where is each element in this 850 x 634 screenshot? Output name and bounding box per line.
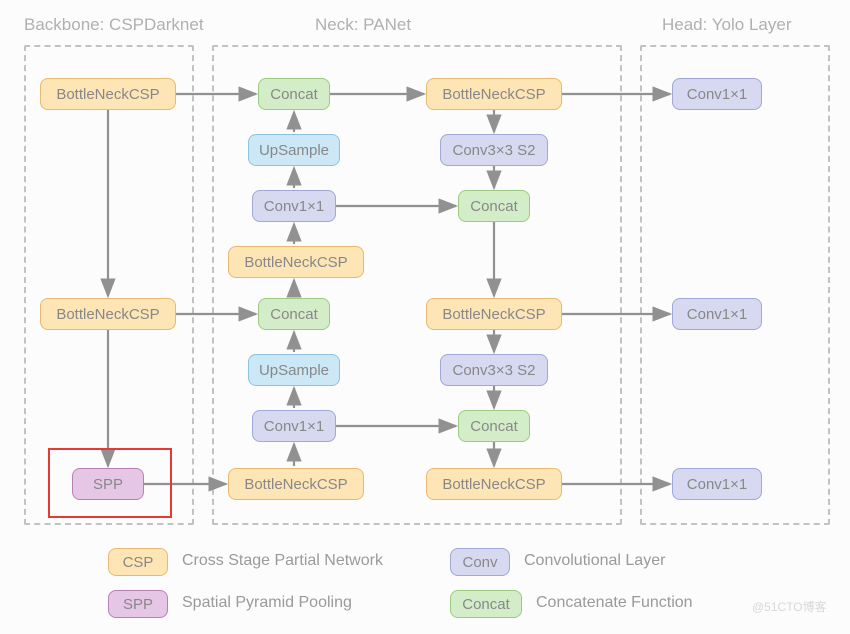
legend-spp-box: SPP bbox=[108, 590, 168, 618]
neck-right-bottleneckcsp-3: BottleNeckCSP bbox=[426, 468, 562, 500]
legend-spp-text: Spatial Pyramid Pooling bbox=[182, 594, 352, 612]
neck-upsample-bot: UpSample bbox=[248, 354, 340, 386]
neck-bottleneckcsp-mid: BottleNeckCSP bbox=[228, 246, 364, 278]
neck-concat-top: Concat bbox=[258, 78, 330, 110]
neck-upsample-top: UpSample bbox=[248, 134, 340, 166]
head-label: Head: Yolo Layer bbox=[662, 15, 792, 35]
neck-right-bottleneckcsp-1: BottleNeckCSP bbox=[426, 78, 562, 110]
head-conv1x1-1: Conv1×1 bbox=[672, 78, 762, 110]
neck-bottleneckcsp-bot: BottleNeckCSP bbox=[228, 468, 364, 500]
neck-right-concat-2: Concat bbox=[458, 410, 530, 442]
diagram-root: Backbone: CSPDarknet Neck: PANet Head: Y… bbox=[0, 0, 850, 634]
watermark: @51CTO博客 bbox=[752, 598, 827, 615]
head-conv1x1-2: Conv1×1 bbox=[672, 298, 762, 330]
head-panel bbox=[640, 45, 830, 525]
legend-concat-box: Concat bbox=[450, 590, 522, 618]
neck-panel bbox=[212, 45, 622, 525]
spp-highlight bbox=[48, 448, 172, 518]
head-conv1x1-3: Conv1×1 bbox=[672, 468, 762, 500]
neck-conv1x1-top: Conv1×1 bbox=[252, 190, 336, 222]
legend-csp-text: Cross Stage Partial Network bbox=[182, 552, 383, 570]
neck-concat-mid: Concat bbox=[258, 298, 330, 330]
backbone-bottleneckcsp-1: BottleNeckCSP bbox=[40, 78, 176, 110]
neck-right-conv3x3-2: Conv3×3 S2 bbox=[440, 354, 548, 386]
legend-concat-text: Concatenate Function bbox=[536, 594, 693, 612]
neck-label: Neck: PANet bbox=[315, 15, 411, 35]
backbone-bottleneckcsp-2: BottleNeckCSP bbox=[40, 298, 176, 330]
neck-right-concat-1: Concat bbox=[458, 190, 530, 222]
legend-csp-box: CSP bbox=[108, 548, 168, 576]
backbone-label: Backbone: CSPDarknet bbox=[24, 15, 204, 35]
neck-conv1x1-bot: Conv1×1 bbox=[252, 410, 336, 442]
legend-conv-box: Conv bbox=[450, 548, 510, 576]
legend-conv-text: Convolutional Layer bbox=[524, 552, 665, 570]
neck-right-bottleneckcsp-2: BottleNeckCSP bbox=[426, 298, 562, 330]
neck-right-conv3x3-1: Conv3×3 S2 bbox=[440, 134, 548, 166]
